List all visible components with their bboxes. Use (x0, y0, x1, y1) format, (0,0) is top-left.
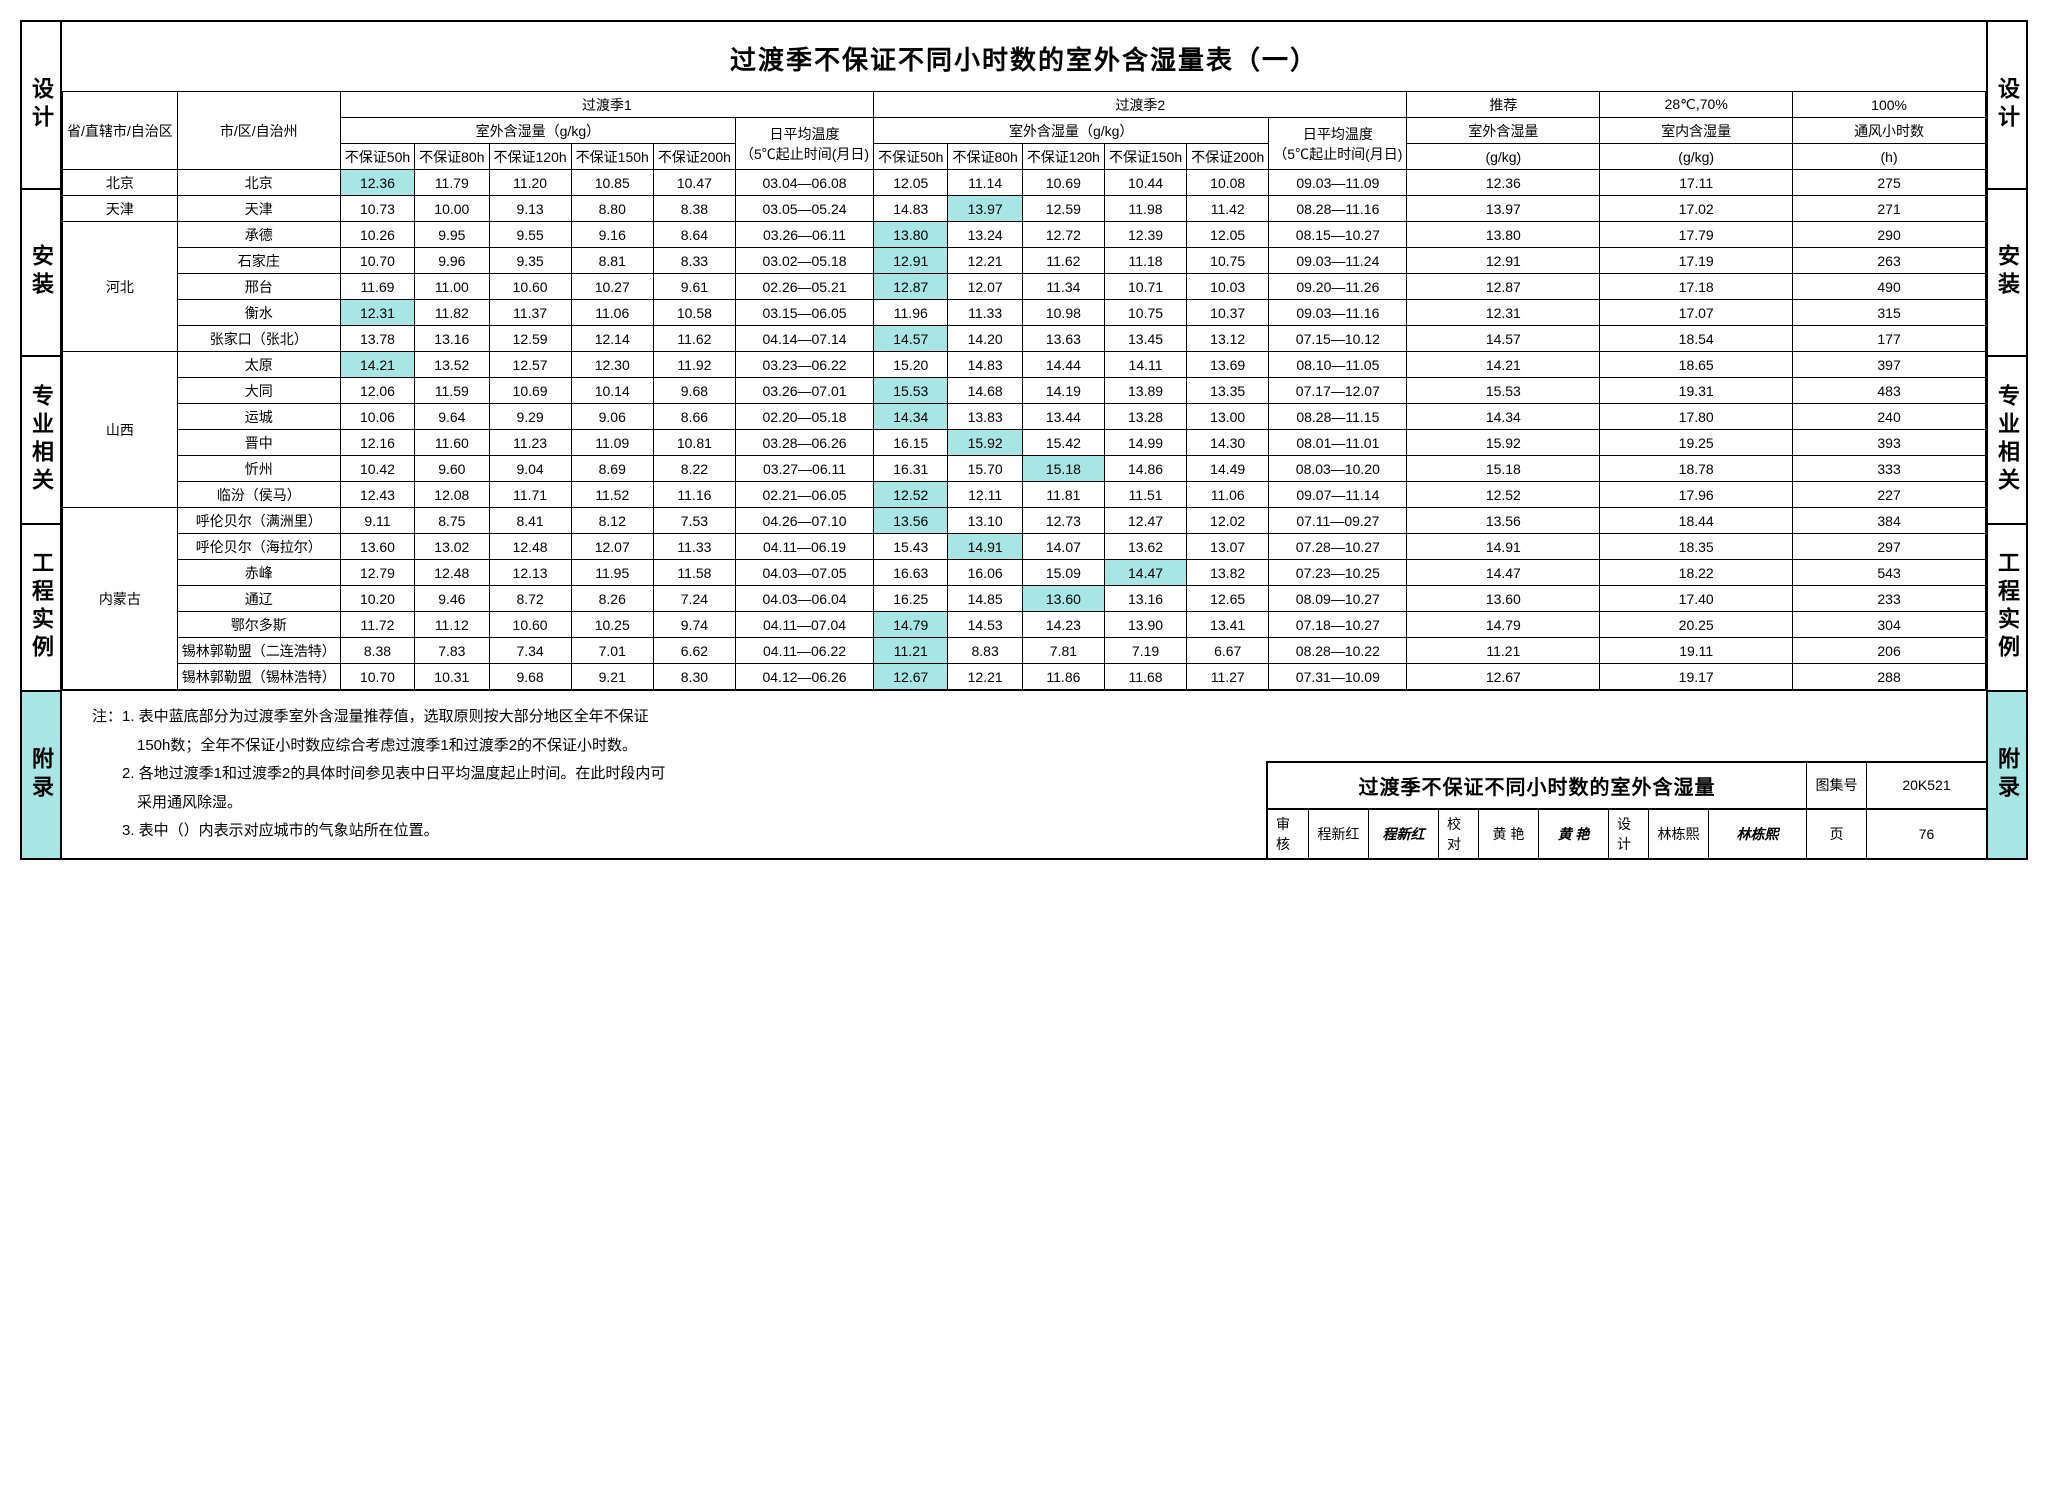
table-row: 河北承德10.269.959.559.168.6403.26—06.1113.8… (63, 222, 1986, 248)
set-label: 图集号 (1806, 763, 1866, 808)
table-row: 通辽10.209.468.728.267.2404.03—06.0416.251… (63, 586, 1986, 612)
page-frame: 设计安装专业相关工程实例附录 过渡季不保证不同小时数的室外含湿量表（一） 省/直… (20, 20, 2028, 860)
side-tab: 工程实例 (1988, 525, 2026, 693)
side-tab: 安装 (1988, 190, 2026, 358)
data-table: 省/直辖市/自治区 市/区/自治州 过渡季1 过渡季2 推荐28℃,70%100… (62, 91, 1986, 690)
table-row: 忻州10.429.609.048.698.2203.27—06.1116.311… (63, 456, 1986, 482)
table-row: 大同12.0611.5910.6910.149.6803.26—07.0115.… (63, 378, 1986, 404)
footer: 注：1. 表中蓝底部分为过渡季室外含湿量推荐值，选取原则按大部分地区全年不保证 … (62, 690, 1986, 858)
meta-block: 过渡季不保证不同小时数的室外含湿量 图集号 20K521 审核 程新红 程新红 … (1266, 761, 1986, 858)
doc-title: 过渡季不保证不同小时数的室外含湿量 (1268, 763, 1806, 808)
table-row: 晋中12.1611.6011.2311.0910.8103.28—06.2616… (63, 430, 1986, 456)
table-row: 内蒙古呼伦贝尔（满洲里）9.118.758.418.127.5304.26—07… (63, 508, 1986, 534)
table-row: 山西太原14.2113.5212.5712.3011.9203.23—06.22… (63, 352, 1986, 378)
table-row: 赤峰12.7912.4812.1311.9511.5804.03—07.0516… (63, 560, 1986, 586)
side-tab: 设计 (22, 22, 60, 190)
side-tab: 设计 (1988, 22, 2026, 190)
side-tab: 附录 (22, 692, 60, 858)
table-row: 锡林郭勒盟（锡林浩特）10.7010.319.689.218.3004.12—0… (63, 664, 1986, 690)
table-row: 张家口（张北）13.7813.1612.5912.1411.6204.14—07… (63, 326, 1986, 352)
side-tab: 专业相关 (1988, 357, 2026, 525)
table-row: 石家庄10.709.969.358.818.3303.02—05.1812.91… (63, 248, 1986, 274)
side-tabs-left: 设计安装专业相关工程实例附录 (22, 22, 62, 858)
content: 过渡季不保证不同小时数的室外含湿量表（一） 省/直辖市/自治区 市/区/自治州 … (62, 22, 1986, 858)
side-tab: 专业相关 (22, 357, 60, 525)
table-row: 北京北京12.3611.7911.2010.8510.4703.04—06.08… (63, 170, 1986, 196)
page-title: 过渡季不保证不同小时数的室外含湿量表（一） (62, 22, 1986, 91)
table-row: 呼伦贝尔（海拉尔）13.6013.0212.4812.0711.3304.11—… (63, 534, 1986, 560)
table-row: 临汾（侯马）12.4312.0811.7111.5211.1602.21—06.… (63, 482, 1986, 508)
table-row: 运城10.069.649.299.068.6602.20—05.1814.341… (63, 404, 1986, 430)
set-no: 20K521 (1866, 763, 1986, 808)
table-row: 锡林郭勒盟（二连浩特）8.387.837.347.016.6204.11—06.… (63, 638, 1986, 664)
table-row: 天津天津10.7310.009.138.808.3803.05—05.2414.… (63, 196, 1986, 222)
side-tab: 工程实例 (22, 525, 60, 693)
table-row: 衡水12.3111.8211.3711.0610.5803.15—06.0511… (63, 300, 1986, 326)
table-row: 邢台11.6911.0010.6010.279.6102.26—05.2112.… (63, 274, 1986, 300)
side-tab: 安装 (22, 190, 60, 358)
table-row: 鄂尔多斯11.7211.1210.6010.259.7404.11—07.041… (63, 612, 1986, 638)
side-tab: 附录 (1988, 692, 2026, 858)
notes: 注：1. 表中蓝底部分为过渡季室外含湿量推荐值，选取原则按大部分地区全年不保证 … (62, 691, 1266, 858)
side-tabs-right: 设计安装专业相关工程实例附录 (1986, 22, 2026, 858)
